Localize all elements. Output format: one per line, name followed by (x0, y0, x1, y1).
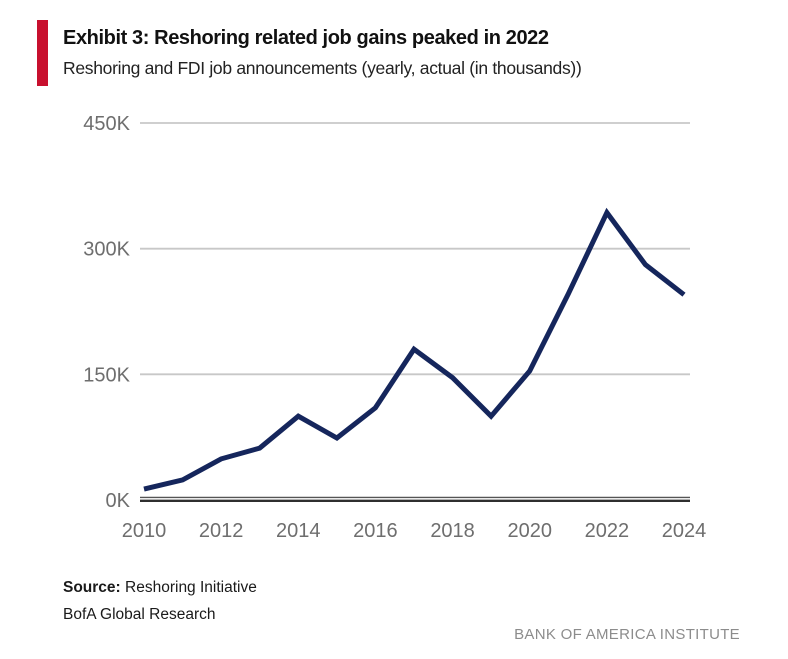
source-line-2: BofA Global Research (63, 606, 216, 623)
x-tick-label: 2024 (662, 520, 707, 542)
institute-brand: BANK OF AMERICA INSTITUTE (514, 626, 740, 643)
jobs-announcements-line (143, 207, 686, 492)
exhibit-accent-bar (37, 20, 48, 86)
x-tick-label: 2014 (276, 520, 321, 542)
y-tick-label: 450K (83, 113, 130, 135)
y-tick-label: 300K (83, 239, 130, 261)
exhibit-subtitle: Reshoring and FDI job announcements (yea… (63, 58, 582, 78)
source-label: Source: (63, 579, 121, 596)
source-text: Reshoring Initiative (125, 579, 257, 596)
source-note: Source: Reshoring Initiative BofA Global… (63, 574, 257, 628)
x-tick-label: 2012 (199, 520, 244, 542)
y-tick-label: 0K (106, 490, 131, 512)
x-tick-label: 2016 (353, 520, 398, 542)
source-line-1: Source: Reshoring Initiative (63, 574, 257, 601)
x-tick-label: 2020 (507, 520, 552, 542)
y-tick-label: 150K (83, 364, 130, 386)
x-tick-label: 2022 (585, 520, 630, 542)
x-tick-label: 2018 (430, 520, 475, 542)
x-tick-label: 2010 (122, 520, 167, 542)
exhibit-title: Exhibit 3: Reshoring related job gains p… (63, 27, 549, 49)
